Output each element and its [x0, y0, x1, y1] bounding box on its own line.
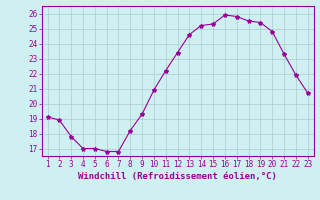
- X-axis label: Windchill (Refroidissement éolien,°C): Windchill (Refroidissement éolien,°C): [78, 172, 277, 181]
